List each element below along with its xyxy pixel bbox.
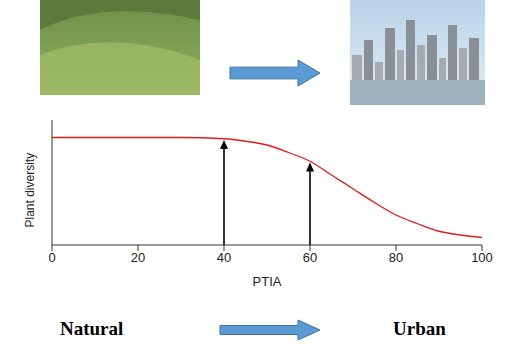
svg-text:Plant diversity: Plant diversity: [23, 153, 37, 228]
html-text:Urban: Urban: [393, 318, 446, 339]
svg-text:60: 60: [303, 250, 317, 265]
svg-text:PTIA: PTIA: [253, 274, 282, 289]
svg-text:80: 80: [389, 250, 403, 265]
svg-text:20: 20: [131, 250, 145, 265]
svg-text:0: 0: [48, 250, 55, 265]
svg-text:100: 100: [471, 250, 493, 265]
svg-text:40: 40: [217, 250, 231, 265]
html-text:Natural: Natural: [60, 318, 124, 339]
